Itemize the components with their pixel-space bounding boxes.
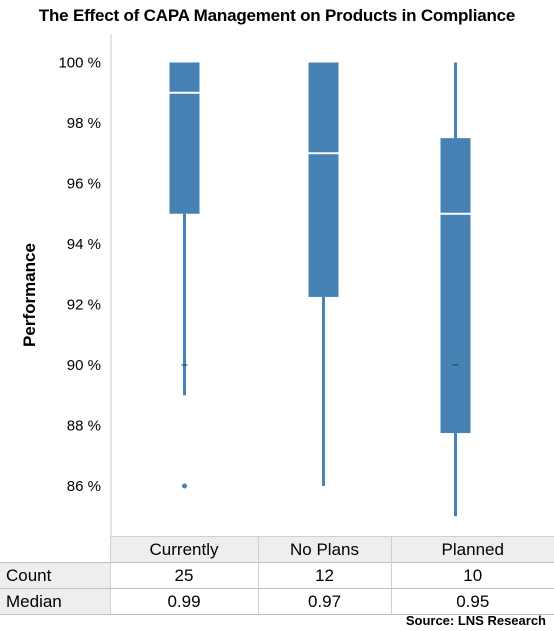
median-currently: 0.99 — [109, 588, 258, 615]
box-iqr — [308, 62, 339, 297]
category-label-no-plans: No Plans — [257, 536, 391, 563]
y-tick-label: 92 % — [67, 297, 101, 314]
median-row: Median 0.99 0.97 0.95 — [0, 588, 554, 615]
header-blank-cell — [0, 536, 110, 563]
source-note: Source: LNS Research — [405, 613, 546, 628]
count-planned: 10 — [390, 562, 554, 589]
count-row-label: Count — [0, 562, 110, 589]
category-header-row: Currently No Plans Planned — [0, 536, 554, 563]
box-outlier-point — [182, 483, 187, 489]
y-tick-label: 96 % — [67, 176, 101, 193]
category-label-currently: Currently — [109, 536, 258, 563]
category-label-planned: Planned — [390, 536, 554, 563]
count-row: Count 25 12 10 — [0, 562, 554, 589]
y-tick-label: 100 % — [58, 55, 101, 72]
y-tick-label: 98 % — [67, 115, 101, 132]
count-no-plans: 12 — [257, 562, 391, 589]
stats-table: Currently No Plans Planned Count 25 12 1… — [0, 536, 554, 615]
y-tick-label: 88 % — [67, 418, 101, 435]
y-tick-label: 86 % — [67, 478, 101, 495]
median-planned: 0.95 — [390, 588, 554, 615]
chart-title: The Effect of CAPA Management on Product… — [38, 6, 516, 25]
median-row-label: Median — [0, 588, 110, 615]
box-iqr — [440, 138, 471, 434]
box-iqr — [169, 62, 200, 214]
median-no-plans: 0.97 — [257, 588, 391, 615]
count-currently: 25 — [109, 562, 258, 589]
y-tick-label: 94 % — [67, 236, 101, 253]
y-tick-label: 90 % — [67, 357, 101, 374]
